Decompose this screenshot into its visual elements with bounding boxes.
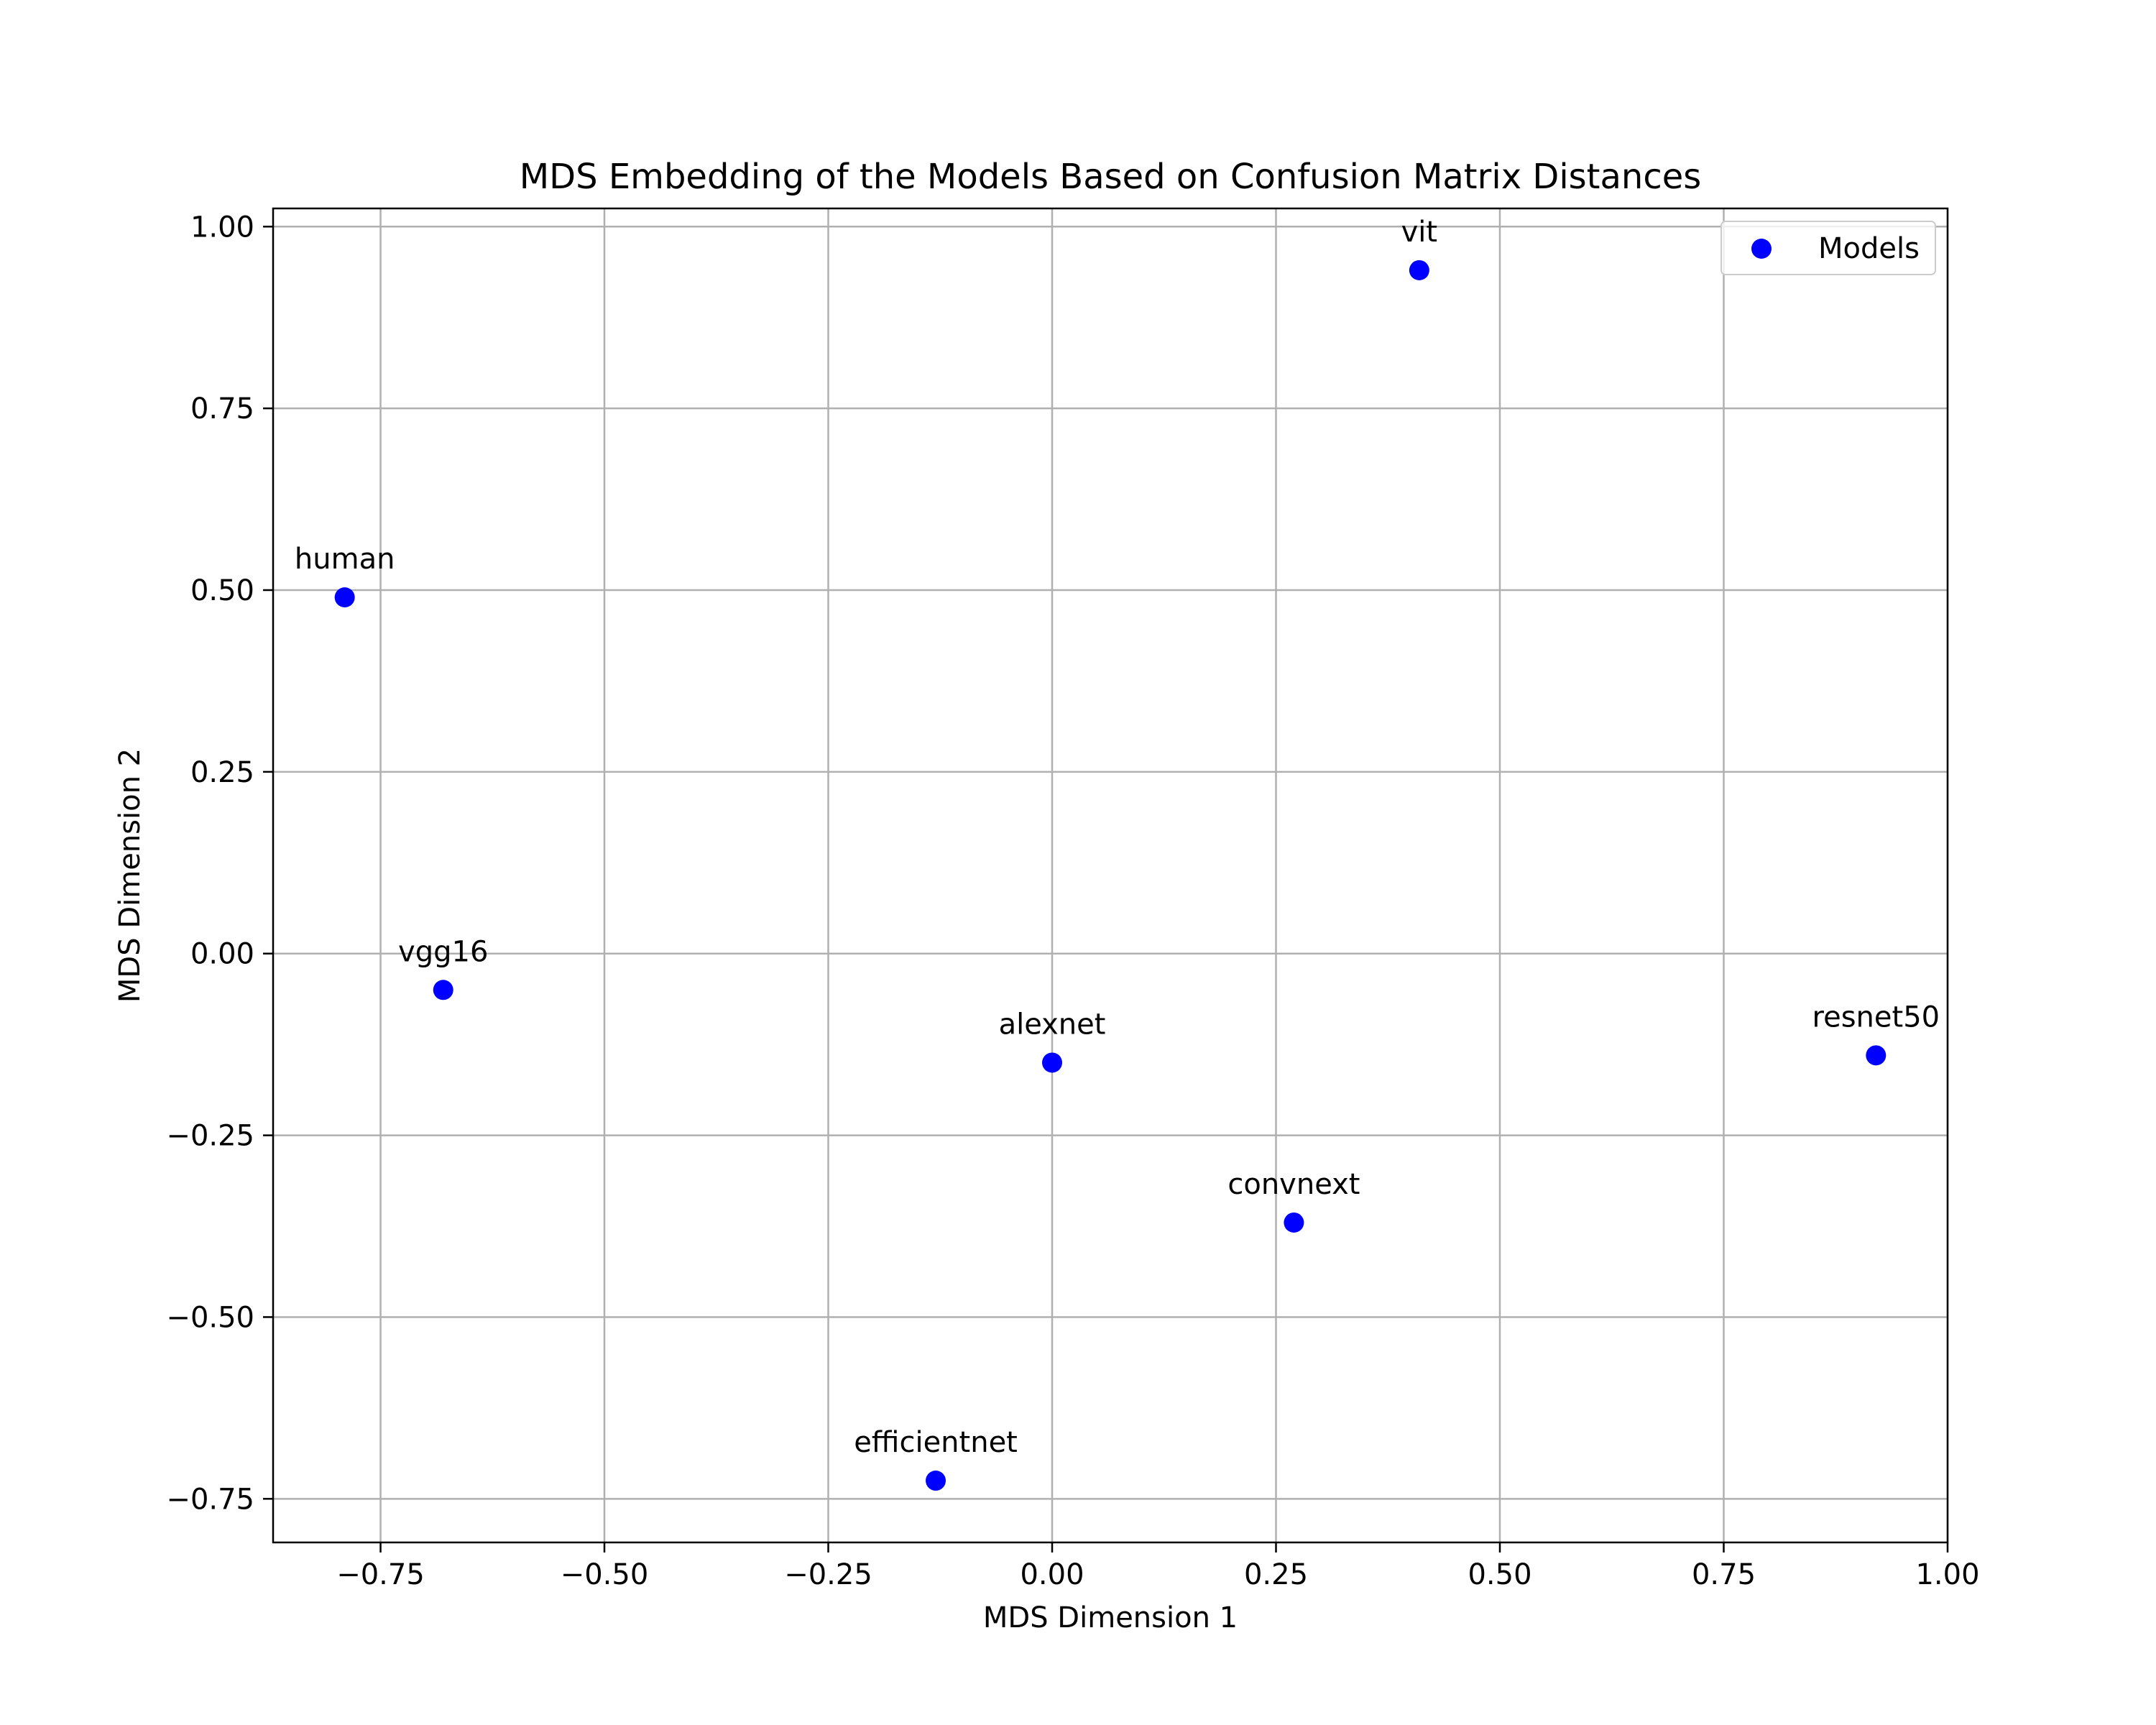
x-tick-label: −0.50 — [561, 1558, 649, 1591]
x-tick-label: 0.25 — [1244, 1558, 1308, 1591]
data-point — [1284, 1212, 1304, 1233]
y-tick-label: −0.75 — [166, 1483, 254, 1516]
legend: Models — [1720, 221, 1936, 275]
point-label: alexnet — [999, 1008, 1106, 1041]
point-label: resnet50 — [1812, 1000, 1940, 1034]
legend-marker — [1751, 239, 1772, 259]
data-point — [1866, 1045, 1886, 1066]
y-tick-label: 0.75 — [190, 392, 254, 426]
point-label: efficientnet — [854, 1426, 1018, 1459]
data-point — [1042, 1052, 1063, 1073]
data-points: vit human vgg16 alexnet resnet50 convnext effi… — [295, 216, 1940, 1491]
point-label: convnext — [1227, 1168, 1360, 1201]
point-label: vit — [1401, 216, 1437, 249]
x-tick-label: −0.25 — [784, 1558, 872, 1591]
x-tick-label: 1.00 — [1915, 1558, 1979, 1591]
y-tick-label: −0.50 — [166, 1301, 254, 1334]
data-point — [1409, 259, 1429, 280]
x-tick-label: 0.50 — [1468, 1558, 1531, 1591]
data-point — [334, 587, 355, 608]
data-point — [433, 980, 453, 1000]
y-axis-title: MDS Dimension 2 — [114, 748, 147, 1003]
x-tick-label: 0.75 — [1692, 1558, 1756, 1591]
x-axis-title: MDS Dimension 1 — [983, 1601, 1238, 1634]
x-tick-label: −0.75 — [336, 1558, 425, 1591]
y-tick-label: 0.50 — [190, 574, 254, 607]
point-label: human — [295, 543, 395, 576]
plot-area-frame — [272, 207, 1949, 1544]
x-tick-label: 0.00 — [1020, 1558, 1084, 1591]
y-tick-label: −0.25 — [166, 1120, 254, 1153]
point-label: vgg16 — [398, 935, 488, 968]
y-tick-label: 0.00 — [190, 938, 254, 971]
axis-ticks: −0.75 −0.50 −0.25 0.00 0.25 0.50 0.75 1.00 −0.75… — [166, 211, 1979, 1591]
y-tick-label: 1.00 — [190, 211, 254, 244]
legend-label-models: Models — [1818, 232, 1920, 265]
y-tick-label: 0.25 — [190, 756, 254, 789]
data-point — [926, 1471, 946, 1491]
legend-box — [1720, 221, 1936, 275]
chart-title: MDS Embedding of the Models Based on Con… — [520, 157, 1702, 197]
